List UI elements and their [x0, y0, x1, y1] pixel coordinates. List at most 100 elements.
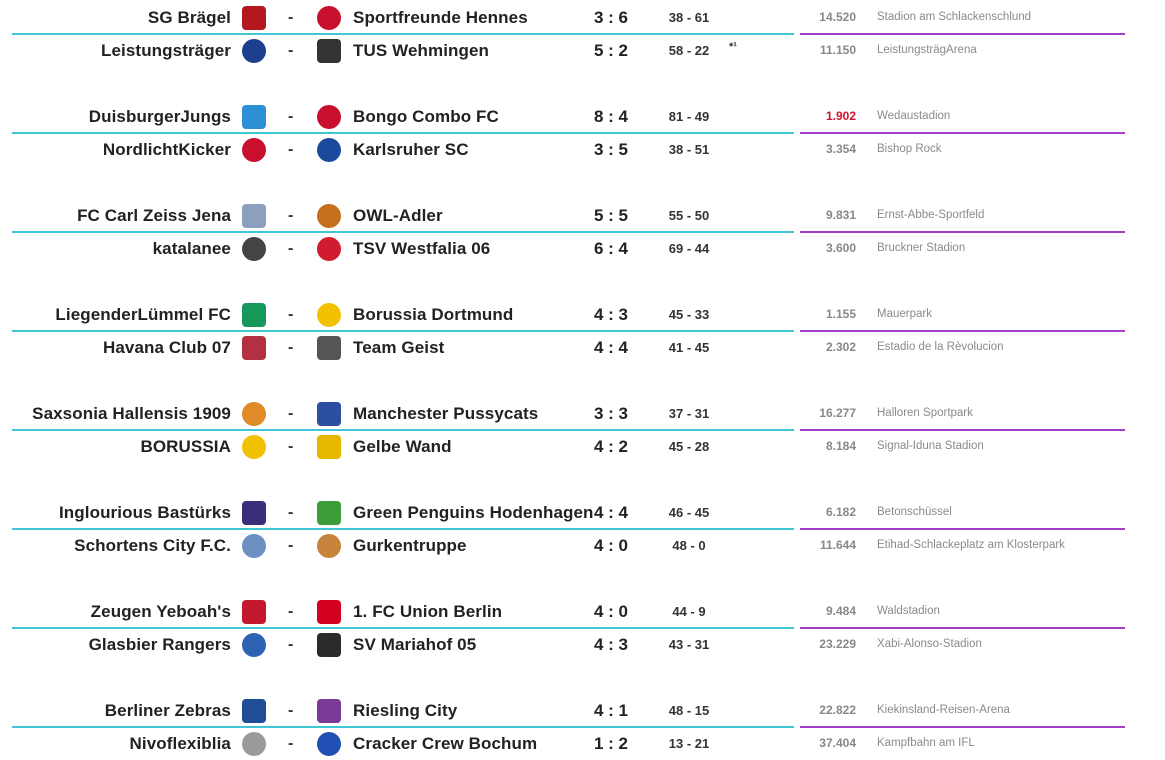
match-row[interactable]: Saxsonia Hallensis 1909 - Manchester Pussy… [0, 397, 1165, 430]
match-points: 46 - 45 [668, 505, 710, 520]
match-divider-left [12, 330, 794, 332]
away-team-name[interactable]: Cracker Crew Bochum [353, 734, 538, 753]
attendance-value: 6.182 [825, 505, 856, 519]
match-points: 38 - 51 [668, 142, 710, 157]
match-row[interactable]: NordlichtKicker - Karlsruher SC 3 : 5 38 - 5… [0, 133, 1165, 166]
away-team-name[interactable]: Sportfreunde Hennes [353, 8, 528, 27]
match-row[interactable]: Schortens City F.C. - Gurkentruppe 4 : 0 48 … [0, 529, 1165, 562]
away-team-name[interactable]: Gurkentruppe [353, 536, 467, 555]
match-divider-right [800, 33, 1125, 35]
home-team-name[interactable]: FC Carl Zeiss Jena [77, 206, 231, 225]
stadium-name: Kiekinsland-Reisen-Arena [877, 704, 1010, 716]
match-divider-left [12, 132, 794, 134]
match-row[interactable]: Berliner Zebras - Riesling City 4 : 1 48 - 1… [0, 694, 1165, 727]
away-team-name[interactable]: Riesling City [353, 701, 458, 720]
stadium-name: Wedaustadion [877, 110, 951, 122]
home-team-name[interactable]: Berliner Zebras [104, 701, 231, 720]
versus-dash: - [288, 306, 294, 323]
versus-dash: - [288, 339, 294, 356]
home-team-name[interactable]: DuisburgerJungs [88, 107, 231, 126]
away-team-name[interactable]: SV Mariahof 05 [353, 635, 477, 654]
union-berlin-crest-icon [317, 600, 341, 624]
match-divider-right [800, 726, 1125, 728]
match-row[interactable]: Glasbier Rangers - SV Mariahof 05 4 : 3 43 -… [0, 628, 1165, 661]
cracker-crew-bochum-crest-icon [317, 732, 341, 756]
attendance-value: 3.354 [825, 142, 856, 156]
glasbier-rangers-crest-icon [242, 633, 266, 657]
versus-dash: - [288, 438, 294, 455]
match-row[interactable]: DuisburgerJungs - Bongo Combo FC 8 : 4 81 - … [0, 100, 1165, 133]
match-row[interactable]: FC Carl Zeiss Jena - OWL-Adler 5 : 5 55 - 50… [0, 199, 1165, 232]
match-row[interactable]: LiegenderLümmel FC - Borussia Dortmund 4 : … [0, 298, 1165, 331]
gelbe-wand-crest-icon [317, 435, 341, 459]
match-score: 5 : 2 [593, 41, 629, 60]
match-score: 3 : 6 [593, 8, 629, 27]
riesling-city-crest-icon [317, 699, 341, 723]
match-divider-right [800, 231, 1125, 233]
match-row[interactable]: BORUSSIA - Gelbe Wand 4 : 2 45 - 28 8.184 Sign… [0, 430, 1165, 463]
match-score: 4 : 4 [593, 503, 629, 522]
home-team-name[interactable]: LiegenderLümmel FC [55, 305, 231, 324]
home-team-name[interactable]: katalanee [152, 239, 231, 258]
nordlichtkicker-crest-icon [242, 138, 266, 162]
match-score: 4 : 3 [593, 305, 629, 324]
away-team-name[interactable]: Green Penguins Hodenhagen [353, 503, 594, 522]
home-team-name[interactable]: Zeugen Yeboah's [90, 602, 231, 621]
stadium-name: Ernst-Abbe-Sportfeld [877, 209, 985, 221]
home-team-name[interactable]: SG Brägel [147, 8, 231, 27]
stadium-name: Estadio de la Rèvolucion [877, 341, 1004, 353]
away-team-name[interactable]: TSV Westfalia 06 [353, 239, 491, 258]
home-team-name[interactable]: Havana Club 07 [102, 338, 231, 357]
match-row[interactable]: SG Brägel - Sportfreunde Hennes 3 : 6 38 - 6… [0, 1, 1165, 34]
match-points: 13 - 21 [668, 736, 710, 751]
home-team-name[interactable]: Glasbier Rangers [88, 635, 231, 654]
home-team-name[interactable]: Inglourious Bastürks [58, 503, 231, 522]
home-team-name[interactable]: Saxsonia Hallensis 1909 [32, 404, 231, 423]
home-team-name[interactable]: NordlichtKicker [102, 140, 231, 159]
home-team-name[interactable]: Nivoflexiblia [129, 734, 231, 753]
away-team-name[interactable]: Borussia Dortmund [353, 305, 514, 324]
match-divider-left [12, 429, 794, 431]
stadium-name: Signal-Iduna Stadion [877, 440, 984, 452]
attendance-value: 1.902 [825, 109, 856, 123]
versus-dash: - [288, 108, 294, 125]
carl-zeiss-jena-crest-icon [242, 204, 266, 228]
match-row[interactable]: Inglourious Bastürks - Green Penguins Hode… [0, 496, 1165, 529]
away-team-name[interactable]: OWL-Adler [353, 206, 443, 225]
match-points: 45 - 28 [668, 439, 710, 454]
nivoflexiblia-crest-icon [242, 732, 266, 756]
away-team-name[interactable]: Manchester Pussycats [353, 404, 539, 423]
match-row[interactable]: katalanee - TSV Westfalia 06 6 : 4 69 - 44 3.… [0, 232, 1165, 265]
leistungstraeger-crest-icon [242, 39, 266, 63]
match-divider-right [800, 330, 1125, 332]
footnote-marker: *¹ [729, 41, 737, 53]
away-team-name[interactable]: TUS Wehmingen [353, 41, 490, 60]
versus-dash: - [288, 504, 294, 521]
match-row[interactable]: Zeugen Yeboah's - 1. FC Union Berlin 4 : 0 4… [0, 595, 1165, 628]
tus-wehmingen-crest-icon [317, 39, 341, 63]
match-row[interactable]: Nivoflexiblia - Cracker Crew Bochum 1 : 2 13… [0, 727, 1165, 760]
match-divider-left [12, 231, 794, 233]
away-team-name[interactable]: Bongo Combo FC [353, 107, 499, 126]
match-divider-right [800, 627, 1125, 629]
match-points: 38 - 61 [668, 10, 710, 25]
match-divider-right [800, 132, 1125, 134]
versus-dash: - [288, 405, 294, 422]
stadium-name: LeistungsträgArena [877, 44, 977, 56]
home-team-name[interactable]: Schortens City F.C. [74, 536, 231, 555]
home-team-name[interactable]: Leistungsträger [101, 41, 231, 60]
away-team-name[interactable]: Gelbe Wand [353, 437, 452, 456]
sv-mariahof-crest-icon [317, 633, 341, 657]
home-team-name[interactable]: BORUSSIA [140, 437, 231, 456]
attendance-value: 9.831 [825, 208, 856, 222]
away-team-name[interactable]: 1. FC Union Berlin [353, 602, 503, 621]
match-score: 3 : 3 [593, 404, 629, 423]
match-row[interactable]: Leistungsträger - TUS Wehmingen 5 : 2 58 - 2… [0, 34, 1165, 67]
away-team-name[interactable]: Team Geist [353, 338, 445, 357]
away-team-name[interactable]: Karlsruher SC [353, 140, 469, 159]
match-points: 45 - 33 [668, 307, 710, 322]
match-points: 44 - 9 [672, 604, 706, 619]
match-row[interactable]: Havana Club 07 - Team Geist 4 : 4 41 - 45 2.3… [0, 331, 1165, 364]
versus-dash: - [288, 207, 294, 224]
match-score: 5 : 5 [593, 206, 629, 225]
